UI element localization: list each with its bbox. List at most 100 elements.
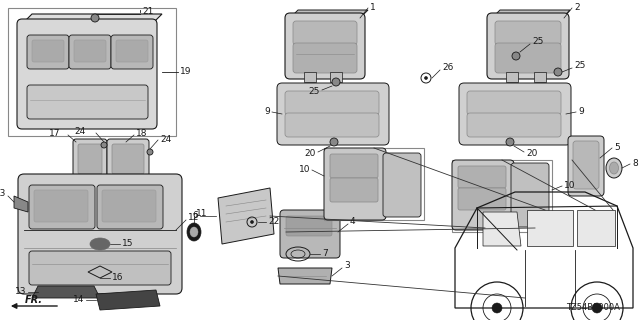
Text: FR.: FR. — [25, 295, 43, 305]
FancyBboxPatch shape — [458, 188, 506, 210]
FancyBboxPatch shape — [277, 83, 389, 145]
FancyBboxPatch shape — [78, 144, 102, 174]
Polygon shape — [290, 10, 368, 18]
FancyBboxPatch shape — [467, 113, 561, 137]
Bar — [534, 72, 546, 82]
Ellipse shape — [609, 162, 618, 174]
Text: 3: 3 — [344, 261, 349, 270]
Bar — [506, 72, 518, 82]
Text: 16: 16 — [112, 274, 124, 283]
Circle shape — [330, 138, 338, 146]
FancyBboxPatch shape — [330, 154, 378, 178]
Text: 25: 25 — [532, 37, 543, 46]
Polygon shape — [218, 188, 274, 244]
FancyBboxPatch shape — [69, 35, 111, 69]
FancyBboxPatch shape — [32, 40, 64, 62]
Polygon shape — [527, 210, 573, 246]
FancyBboxPatch shape — [568, 136, 604, 196]
FancyBboxPatch shape — [495, 21, 561, 45]
Circle shape — [424, 76, 428, 79]
FancyBboxPatch shape — [285, 91, 379, 115]
FancyBboxPatch shape — [285, 13, 365, 79]
FancyBboxPatch shape — [27, 85, 148, 119]
FancyBboxPatch shape — [280, 210, 340, 258]
Text: 11: 11 — [196, 210, 207, 219]
FancyBboxPatch shape — [34, 190, 88, 222]
FancyBboxPatch shape — [286, 216, 332, 236]
Text: 19: 19 — [180, 68, 191, 76]
Text: 14: 14 — [72, 295, 84, 305]
Text: 6: 6 — [192, 212, 198, 220]
Ellipse shape — [187, 223, 201, 241]
Circle shape — [250, 220, 253, 223]
FancyBboxPatch shape — [112, 144, 144, 174]
Polygon shape — [32, 286, 100, 298]
Text: 25: 25 — [574, 61, 586, 70]
FancyBboxPatch shape — [324, 148, 386, 220]
Circle shape — [492, 303, 502, 313]
Circle shape — [506, 138, 514, 146]
Circle shape — [91, 14, 99, 22]
Ellipse shape — [190, 227, 198, 237]
Text: 13: 13 — [15, 287, 26, 297]
Polygon shape — [492, 10, 570, 18]
Text: 20: 20 — [305, 149, 316, 158]
Bar — [304, 72, 316, 82]
Text: 20: 20 — [526, 149, 538, 158]
FancyBboxPatch shape — [487, 13, 569, 79]
FancyBboxPatch shape — [18, 174, 182, 294]
Text: 9: 9 — [264, 108, 270, 116]
Text: 15: 15 — [122, 239, 134, 249]
Text: 24: 24 — [160, 134, 172, 143]
Text: 10: 10 — [298, 164, 310, 173]
FancyBboxPatch shape — [27, 35, 69, 69]
FancyBboxPatch shape — [330, 178, 378, 202]
FancyBboxPatch shape — [29, 251, 171, 285]
FancyBboxPatch shape — [467, 91, 561, 115]
Bar — [324, 148, 424, 220]
Text: 10: 10 — [564, 180, 575, 189]
Text: 9: 9 — [578, 108, 584, 116]
Circle shape — [512, 52, 520, 60]
Text: 5: 5 — [614, 142, 620, 151]
FancyBboxPatch shape — [293, 21, 357, 45]
FancyBboxPatch shape — [573, 141, 599, 189]
FancyBboxPatch shape — [459, 83, 571, 145]
Polygon shape — [577, 210, 615, 246]
Polygon shape — [483, 212, 521, 246]
Text: 26: 26 — [442, 63, 453, 73]
Ellipse shape — [606, 158, 622, 178]
FancyBboxPatch shape — [285, 113, 379, 137]
Circle shape — [147, 149, 153, 155]
FancyBboxPatch shape — [458, 166, 506, 188]
Bar — [452, 160, 552, 232]
Polygon shape — [22, 14, 162, 24]
Text: 2: 2 — [574, 3, 580, 12]
FancyBboxPatch shape — [29, 185, 95, 229]
Polygon shape — [14, 196, 28, 212]
Bar — [330, 72, 342, 82]
Text: 8: 8 — [632, 158, 637, 167]
Polygon shape — [278, 268, 332, 284]
Text: 22: 22 — [268, 218, 279, 227]
Text: 23: 23 — [0, 189, 6, 198]
Text: 17: 17 — [49, 130, 60, 139]
FancyBboxPatch shape — [452, 160, 514, 230]
FancyBboxPatch shape — [383, 153, 421, 217]
Text: TZ54B1000A: TZ54B1000A — [566, 303, 620, 312]
Text: 21: 21 — [142, 6, 154, 15]
FancyBboxPatch shape — [107, 139, 149, 181]
FancyBboxPatch shape — [97, 185, 163, 229]
Circle shape — [101, 142, 107, 148]
FancyBboxPatch shape — [102, 190, 156, 222]
Circle shape — [554, 68, 562, 76]
Text: 1: 1 — [370, 3, 376, 12]
Text: 7: 7 — [322, 250, 328, 259]
Text: 12: 12 — [188, 213, 200, 222]
FancyBboxPatch shape — [495, 43, 561, 73]
FancyBboxPatch shape — [17, 19, 157, 129]
FancyBboxPatch shape — [111, 35, 153, 69]
Circle shape — [332, 78, 340, 86]
FancyBboxPatch shape — [74, 40, 106, 62]
Bar — [8, 8, 176, 136]
